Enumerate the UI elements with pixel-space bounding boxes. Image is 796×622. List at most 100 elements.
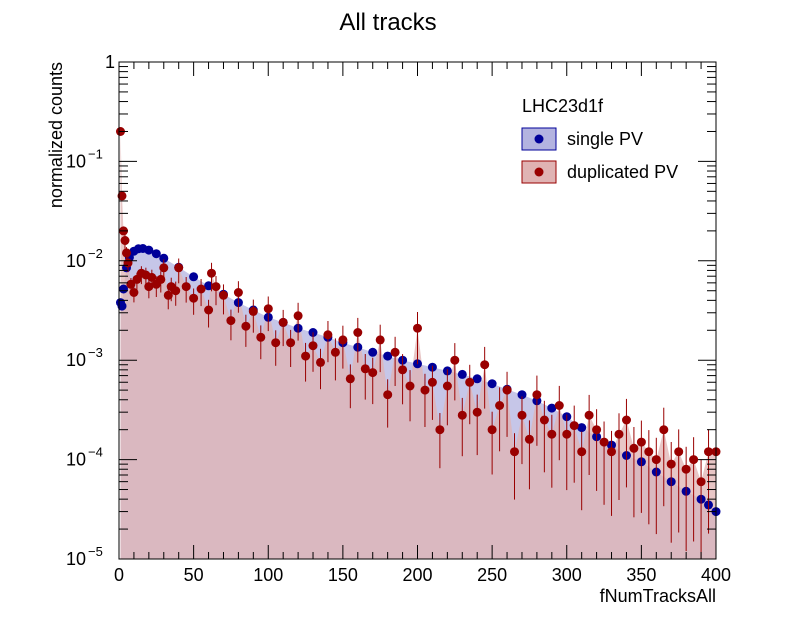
x-tick-label: 350 xyxy=(626,565,656,585)
data-point-duplicated-pv xyxy=(659,425,669,435)
data-point-duplicated-pv xyxy=(123,258,133,268)
data-point-duplicated-pv xyxy=(353,328,363,337)
x-axis: 0 50 100 150 200 250 300 350 400 xyxy=(114,62,731,585)
x-tick-label: 50 xyxy=(184,565,204,585)
data-point-duplicated-pv xyxy=(629,443,639,453)
data-point-duplicated-pv xyxy=(226,316,236,326)
data-point-duplicated-pv xyxy=(413,323,422,333)
data-point-single-pv xyxy=(517,390,527,400)
legend-marker-single-pv xyxy=(534,134,544,144)
data-point-duplicated-pv xyxy=(405,381,415,391)
data-point-duplicated-pv xyxy=(465,377,475,387)
x-tick-label: 400 xyxy=(701,565,731,585)
data-point-single-pv xyxy=(457,369,467,379)
data-point-duplicated-pv xyxy=(480,360,490,370)
data-point-duplicated-pv xyxy=(129,288,139,297)
data-point-duplicated-pv xyxy=(651,455,661,465)
y-axis-label: normalized counts xyxy=(46,62,66,208)
data-point-duplicated-pv xyxy=(330,347,340,357)
data-point-duplicated-pv xyxy=(163,290,173,300)
data-point-duplicated-pv xyxy=(256,332,266,342)
legend-entry-single-pv: single PV xyxy=(521,127,643,151)
plot-area xyxy=(116,127,721,559)
y-tick-exponent: −5 xyxy=(88,544,103,559)
data-point-single-pv xyxy=(151,249,161,259)
x-tick-label: 300 xyxy=(552,565,582,585)
data-point-single-pv xyxy=(189,272,199,282)
data-point-duplicated-pv xyxy=(126,279,136,289)
data-point-duplicated-pv xyxy=(345,374,355,384)
data-point-duplicated-pv xyxy=(502,385,512,395)
y-tick-label: 10 xyxy=(66,549,86,569)
data-point-single-pv xyxy=(119,284,128,294)
data-point-duplicated-pv xyxy=(547,429,557,439)
y-tick-label: 10 xyxy=(66,350,86,370)
y-tick-label: 10 xyxy=(66,450,86,470)
data-point-duplicated-pv xyxy=(599,437,609,447)
data-point-duplicated-pv xyxy=(554,401,564,410)
legend: LHC23d1f single PV duplicated PV xyxy=(521,96,678,184)
data-point-duplicated-pv xyxy=(308,341,318,351)
data-point-duplicated-pv xyxy=(577,447,587,457)
data-point-duplicated-pv xyxy=(286,338,296,348)
data-point-duplicated-pv xyxy=(442,381,452,391)
data-point-duplicated-pv xyxy=(704,447,713,457)
data-point-duplicated-pv xyxy=(607,447,616,457)
y-axis: 10 −510 −410 −310 −210 −11 xyxy=(66,52,716,569)
data-point-duplicated-pv xyxy=(233,288,243,297)
data-point-single-pv xyxy=(144,245,154,255)
data-point-duplicated-pv xyxy=(316,357,325,367)
area-duplicated-pv xyxy=(120,131,717,559)
data-point-duplicated-pv xyxy=(450,355,460,365)
data-point-duplicated-pv xyxy=(420,385,430,395)
legend-entry-duplicated-pv: duplicated PV xyxy=(521,160,678,184)
x-tick-label: 250 xyxy=(477,565,507,585)
y-tick-label: 1 xyxy=(105,52,115,72)
data-point-single-pv xyxy=(383,351,393,361)
data-point-single-pv xyxy=(472,374,482,384)
data-point-duplicated-pv xyxy=(562,429,572,439)
data-point-duplicated-pv xyxy=(211,282,221,292)
data-point-duplicated-pv xyxy=(427,377,437,387)
data-point-duplicated-pv xyxy=(569,421,579,431)
data-point-duplicated-pv xyxy=(517,410,527,420)
y-tick-exponent: −4 xyxy=(88,445,103,460)
data-point-duplicated-pv xyxy=(117,191,127,201)
data-point-duplicated-pv xyxy=(532,390,542,400)
y-tick-label: 10 xyxy=(66,251,86,271)
x-tick-label: 150 xyxy=(328,565,358,585)
data-point-duplicated-pv xyxy=(241,321,251,331)
legend-label-duplicated-pv: duplicated PV xyxy=(567,162,678,182)
data-point-duplicated-pv xyxy=(681,464,691,474)
data-point-duplicated-pv xyxy=(338,335,348,345)
data-point-duplicated-pv xyxy=(398,365,408,375)
chart-title: All tracks xyxy=(339,9,436,36)
data-point-duplicated-pv xyxy=(171,286,181,296)
data-point-duplicated-pv xyxy=(375,335,385,345)
data-point-duplicated-pv xyxy=(156,274,166,284)
legend-title: LHC23d1f xyxy=(522,96,604,116)
data-point-duplicated-pv xyxy=(293,311,303,321)
data-point-duplicated-pv xyxy=(263,304,273,314)
data-point-duplicated-pv xyxy=(472,407,482,417)
data-point-duplicated-pv xyxy=(207,268,216,278)
x-tick-label: 0 xyxy=(114,565,124,585)
data-point-duplicated-pv xyxy=(278,317,288,327)
data-point-duplicated-pv xyxy=(323,330,333,340)
data-point-duplicated-pv xyxy=(181,282,191,292)
data-point-duplicated-pv xyxy=(539,415,549,425)
data-point-duplicated-pv xyxy=(457,410,467,420)
data-point-duplicated-pv xyxy=(271,338,281,348)
data-point-duplicated-pv xyxy=(495,401,505,410)
y-tick-label: 10 xyxy=(66,151,86,171)
data-point-duplicated-pv xyxy=(644,447,654,457)
legend-marker-duplicated-pv xyxy=(534,167,544,177)
data-point-duplicated-pv xyxy=(301,351,311,361)
data-point-duplicated-pv xyxy=(248,306,258,316)
x-tick-label: 200 xyxy=(402,565,432,585)
data-point-single-pv xyxy=(577,423,587,433)
data-point-single-pv xyxy=(487,379,497,389)
data-point-duplicated-pv xyxy=(689,455,699,465)
data-point-duplicated-pv xyxy=(159,263,169,273)
